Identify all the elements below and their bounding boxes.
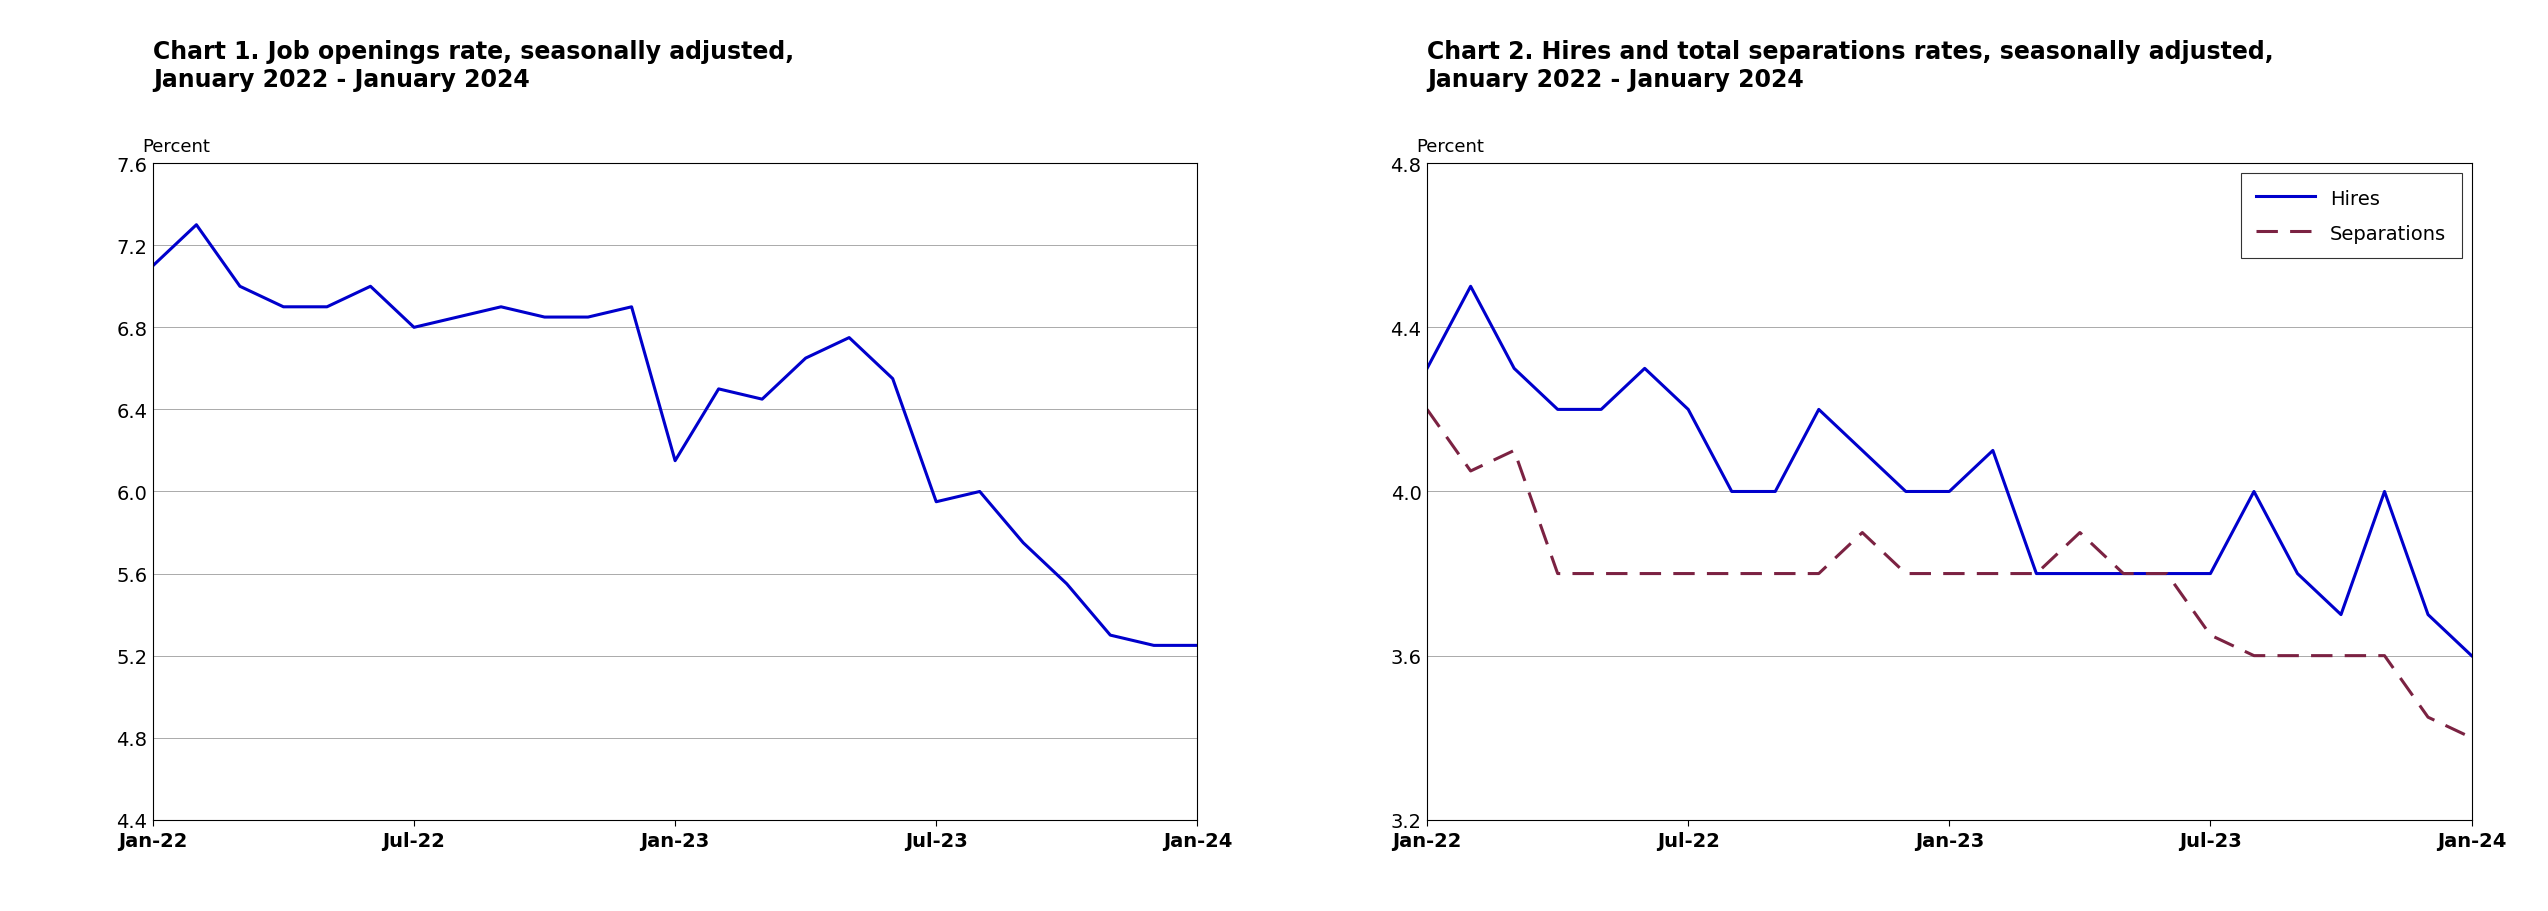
Hires xyxy=(2021,568,2051,579)
Hires xyxy=(1717,486,1748,497)
Separations xyxy=(1674,568,1705,579)
Separations xyxy=(1412,404,1442,415)
Separations xyxy=(2370,650,2400,661)
Separations xyxy=(2107,568,2138,579)
Text: Chart 1. Job openings rate, seasonally adjusted,
January 2022 - January 2024: Chart 1. Job openings rate, seasonally a… xyxy=(153,40,795,92)
Hires xyxy=(1674,404,1705,415)
Hires xyxy=(1804,404,1835,415)
Line: Hires: Hires xyxy=(1427,287,2472,656)
Separations xyxy=(1761,568,1791,579)
Separations xyxy=(1455,466,1485,476)
Hires xyxy=(1761,486,1791,497)
Hires xyxy=(1412,363,1442,374)
Separations xyxy=(1934,568,1965,579)
Hires xyxy=(2326,609,2357,620)
Separations xyxy=(2326,650,2357,661)
Separations xyxy=(2283,650,2314,661)
Hires xyxy=(2064,568,2094,579)
Hires xyxy=(1628,363,1659,374)
Separations xyxy=(2240,650,2270,661)
Separations xyxy=(2413,711,2444,722)
Text: Percent: Percent xyxy=(143,138,209,156)
Hires xyxy=(2196,568,2227,579)
Hires xyxy=(2240,486,2270,497)
Separations xyxy=(1891,568,1921,579)
Hires xyxy=(1455,281,1485,292)
Hires xyxy=(2283,568,2314,579)
Separations xyxy=(1847,527,1878,538)
Separations xyxy=(1498,445,1529,456)
Hires xyxy=(1934,486,1965,497)
Hires xyxy=(2413,609,2444,620)
Separations xyxy=(1804,568,1835,579)
Separations xyxy=(2064,527,2094,538)
Text: Percent: Percent xyxy=(1417,138,1483,156)
Legend: Hires, Separations: Hires, Separations xyxy=(2240,174,2461,259)
Hires xyxy=(2456,650,2487,661)
Separations xyxy=(2196,630,2227,640)
Hires xyxy=(1977,445,2008,456)
Separations xyxy=(1977,568,2008,579)
Separations xyxy=(2021,568,2051,579)
Text: Chart 2. Hires and total separations rates, seasonally adjusted,
January 2022 - : Chart 2. Hires and total separations rat… xyxy=(1427,40,2273,92)
Hires xyxy=(1498,363,1529,374)
Line: Separations: Separations xyxy=(1427,410,2472,738)
Hires xyxy=(1542,404,1572,415)
Separations xyxy=(2151,568,2181,579)
Separations xyxy=(1717,568,1748,579)
Hires xyxy=(2370,486,2400,497)
Hires xyxy=(1585,404,1615,415)
Hires xyxy=(2151,568,2181,579)
Hires xyxy=(1847,445,1878,456)
Hires xyxy=(1891,486,1921,497)
Separations xyxy=(1542,568,1572,579)
Separations xyxy=(1628,568,1659,579)
Separations xyxy=(1585,568,1615,579)
Hires xyxy=(2107,568,2138,579)
Separations xyxy=(2456,732,2487,743)
